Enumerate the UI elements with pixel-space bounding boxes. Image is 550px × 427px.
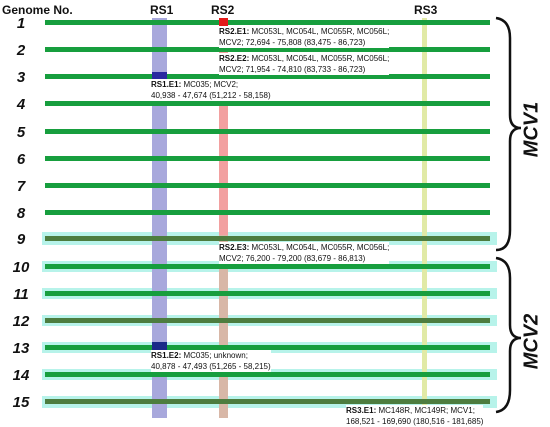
genome-number-9: 9 (16, 231, 26, 248)
rs2-header: RS2 (211, 3, 235, 17)
genome-number-1: 1 (16, 15, 26, 32)
rs2-e3-id: RS2.E3: (219, 243, 250, 252)
rs3-e1-coords: 168,521 - 169,690 (180,516 - 181,685) (346, 417, 484, 426)
genome-track-8 (45, 210, 490, 215)
genome-track-14 (45, 372, 490, 377)
rs2-region-column-lower (219, 235, 228, 418)
genome-number-header: Genome No. (2, 3, 73, 17)
rs1-e2-id: RS1.E2: (151, 351, 182, 360)
genome-track-15 (45, 399, 490, 404)
genome-number-13: 13 (12, 340, 30, 357)
genome-number-10: 10 (12, 259, 30, 276)
genome-track-11 (45, 291, 490, 296)
genome-number-3: 3 (16, 69, 26, 86)
rs1-e2-annotation: RS1.E2: MC035; unknown; 40,878 - 47,493 … (151, 350, 271, 372)
rs3-e1-annotation: RS3.E1: MC148R, MC149R; MCV1; 168,521 - … (346, 405, 484, 427)
rs1-e1-genes: MC035; MCV2; (181, 80, 239, 89)
genome-number-2: 2 (16, 42, 26, 59)
rs2-e3-annotation: RS2.E3: MC053L, MC054L, MC055R, MC056L; … (219, 242, 390, 264)
rs1-e1-annotation: RS1.E1: MC035; MCV2; 40,938 - 47,674 (51… (151, 79, 271, 101)
rs2-e2-coords: MCV2; 71,954 - 74,810 (83,733 - 86,723) (219, 65, 366, 74)
rs1-e2-coords: 40,878 - 47,493 (51,265 - 58,215) (151, 362, 271, 371)
rs3-e1-genes: MC148R, MC149R; MCV1; (376, 406, 475, 415)
rs2-e3-genes: MC053L, MC054L, MC055R, MC056L; (249, 243, 390, 252)
rs3-header: RS3 (414, 3, 438, 17)
genome-number-14: 14 (12, 367, 30, 384)
rs1-e1-id: RS1.E1: (151, 80, 182, 89)
mcv2-brace (495, 256, 522, 414)
mcv2-group-label: MCV2 (520, 313, 543, 370)
genome-track-3 (45, 74, 490, 79)
rs1-e2-genes: MC035; unknown; (181, 351, 248, 360)
genome-track-12 (45, 318, 490, 323)
rs2-region-column (219, 18, 228, 418)
genome-number-15: 15 (12, 394, 30, 411)
rs2-e2-annotation: RS2.E2: MC053L, MC054L, MC055R, MC056L; … (219, 53, 390, 75)
genome-number-11: 11 (13, 286, 29, 303)
genome-number-4: 4 (16, 96, 26, 113)
rs2-e1-id: RS2.E1: (219, 27, 250, 36)
genome-track-13 (45, 345, 490, 350)
genome-number-8: 8 (16, 205, 26, 222)
rs1-header: RS1 (150, 3, 174, 17)
genome-number-7: 7 (16, 178, 26, 195)
rs1-e2-marker (152, 342, 167, 352)
genome-track-7 (45, 183, 490, 188)
rs2-e2-genes: MC053L, MC054L, MC055R, MC056L; (249, 54, 390, 63)
genome-track-6 (45, 156, 490, 161)
mcv1-group-label: MCV1 (520, 101, 543, 158)
rs2-e1-genes: MC053L, MC054L, MC055R, MC056L; (249, 27, 390, 36)
rs3-e1-id: RS3.E1: (346, 406, 377, 415)
mcv1-brace (495, 16, 522, 252)
rs2-e3-coords: MCV2; 76,200 - 79,200 (83,679 - 86,813) (219, 254, 366, 263)
genome-track-2 (45, 47, 490, 52)
genome-number-5: 5 (16, 124, 26, 141)
rs2-e1-coords: MCV2; 72,694 - 75,808 (83,475 - 86,723) (219, 38, 366, 47)
genome-track-9 (45, 236, 490, 241)
genome-number-12: 12 (12, 313, 30, 330)
rs1-e1-coords: 40,938 - 47,674 (51,212 - 58,158) (151, 91, 271, 100)
genome-track-10 (45, 264, 490, 269)
genome-track-5 (45, 129, 490, 134)
rs2-e2-id: RS2.E2: (219, 54, 250, 63)
genome-track-1 (45, 20, 490, 25)
rs2-e1-annotation: RS2.E1: MC053L, MC054L, MC055R, MC056L; … (219, 26, 390, 48)
rs2-e1-marker (219, 18, 228, 26)
genome-track-4 (45, 101, 490, 106)
rs1-e1-marker (152, 72, 167, 81)
genome-number-6: 6 (16, 151, 26, 168)
